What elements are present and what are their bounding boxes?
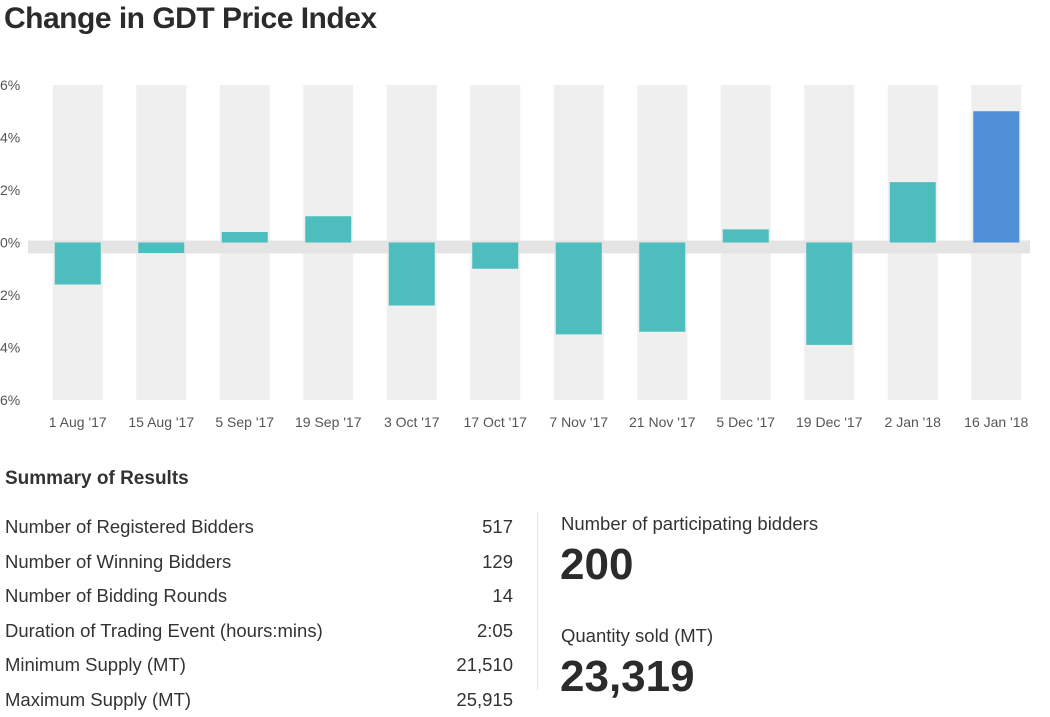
stat-value: 129 [482, 551, 513, 573]
bar [556, 243, 602, 335]
x-tick-label: 5 Sep '17 [215, 414, 274, 430]
summary-heading: Summary of Results [5, 468, 189, 490]
x-tick-label: 17 Oct '17 [464, 414, 528, 430]
bar [973, 111, 1019, 242]
bar [472, 243, 518, 269]
stat-row-winning-bidders: Number of Winning Bidders 129 [5, 545, 513, 580]
bar [639, 243, 685, 332]
bar [389, 243, 435, 306]
y-tick-label: 6% [0, 77, 20, 93]
stat-row-minimum-supply: Minimum Supply (MT) 21,510 [5, 648, 513, 683]
bar [806, 243, 852, 345]
bar [55, 243, 101, 285]
stat-value: 517 [482, 516, 513, 538]
x-tick-label: 21 Nov '17 [629, 414, 696, 430]
y-tick-label: 0% [0, 235, 20, 251]
quantity-sold-label: Quantity sold (MT) [561, 625, 713, 647]
y-tick-label: 2% [0, 182, 20, 198]
x-tick-label: 16 Jan '18 [964, 414, 1028, 430]
stat-label: Number of Bidding Rounds [5, 585, 227, 607]
y-tick-label: 4% [0, 340, 20, 356]
x-tick-label: 19 Dec '17 [796, 414, 863, 430]
price-index-chart: 6% 4% 2% 0% 2% 4% 6% 1 Aug '17 15 Aug '17 5 Sep '… [0, 70, 1050, 440]
stat-row-registered-bidders: Number of Registered Bidders 517 [5, 510, 513, 545]
stat-row-trading-duration: Duration of Trading Event (hours:mins) 2… [5, 614, 513, 649]
bar [723, 229, 769, 242]
stat-value: 2:05 [477, 620, 513, 642]
x-tick-label: 15 Aug '17 [128, 414, 194, 430]
bar [890, 182, 936, 242]
x-tick-label: 1 Aug '17 [49, 414, 107, 430]
stat-label: Number of Registered Bidders [5, 516, 254, 538]
y-tick-label: 2% [0, 287, 20, 303]
stat-label: Maximum Supply (MT) [5, 689, 191, 711]
summary-divider [537, 512, 538, 690]
y-tick-label: 6% [0, 392, 20, 408]
stat-label: Number of Winning Bidders [5, 551, 231, 573]
stat-row-bidding-rounds: Number of Bidding Rounds 14 [5, 579, 513, 614]
y-tick-label: 4% [0, 130, 20, 146]
chart-title: Change in GDT Price Index [4, 2, 377, 36]
x-tick-label: 19 Sep '17 [295, 414, 362, 430]
x-tick-label: 3 Oct '17 [384, 414, 440, 430]
stat-label: Duration of Trading Event (hours:mins) [5, 620, 323, 642]
x-tick-label: 7 Nov '17 [549, 414, 608, 430]
stat-value: 21,510 [456, 654, 513, 676]
x-tick-label: 2 Jan '18 [885, 414, 942, 430]
stat-value: 25,915 [456, 689, 513, 711]
summary-stats: Number of Registered Bidders 517 Number … [5, 510, 513, 717]
bar [305, 216, 351, 242]
participating-bidders-label: Number of participating bidders [561, 513, 818, 535]
stat-label: Minimum Supply (MT) [5, 654, 186, 676]
bar [222, 232, 268, 243]
participating-bidders-value: 200 [560, 540, 633, 590]
x-tick-label: 5 Dec '17 [716, 414, 775, 430]
bar [138, 243, 184, 254]
stat-value: 14 [492, 585, 513, 607]
quantity-sold-value: 23,319 [560, 652, 695, 702]
stat-row-maximum-supply: Maximum Supply (MT) 25,915 [5, 683, 513, 717]
